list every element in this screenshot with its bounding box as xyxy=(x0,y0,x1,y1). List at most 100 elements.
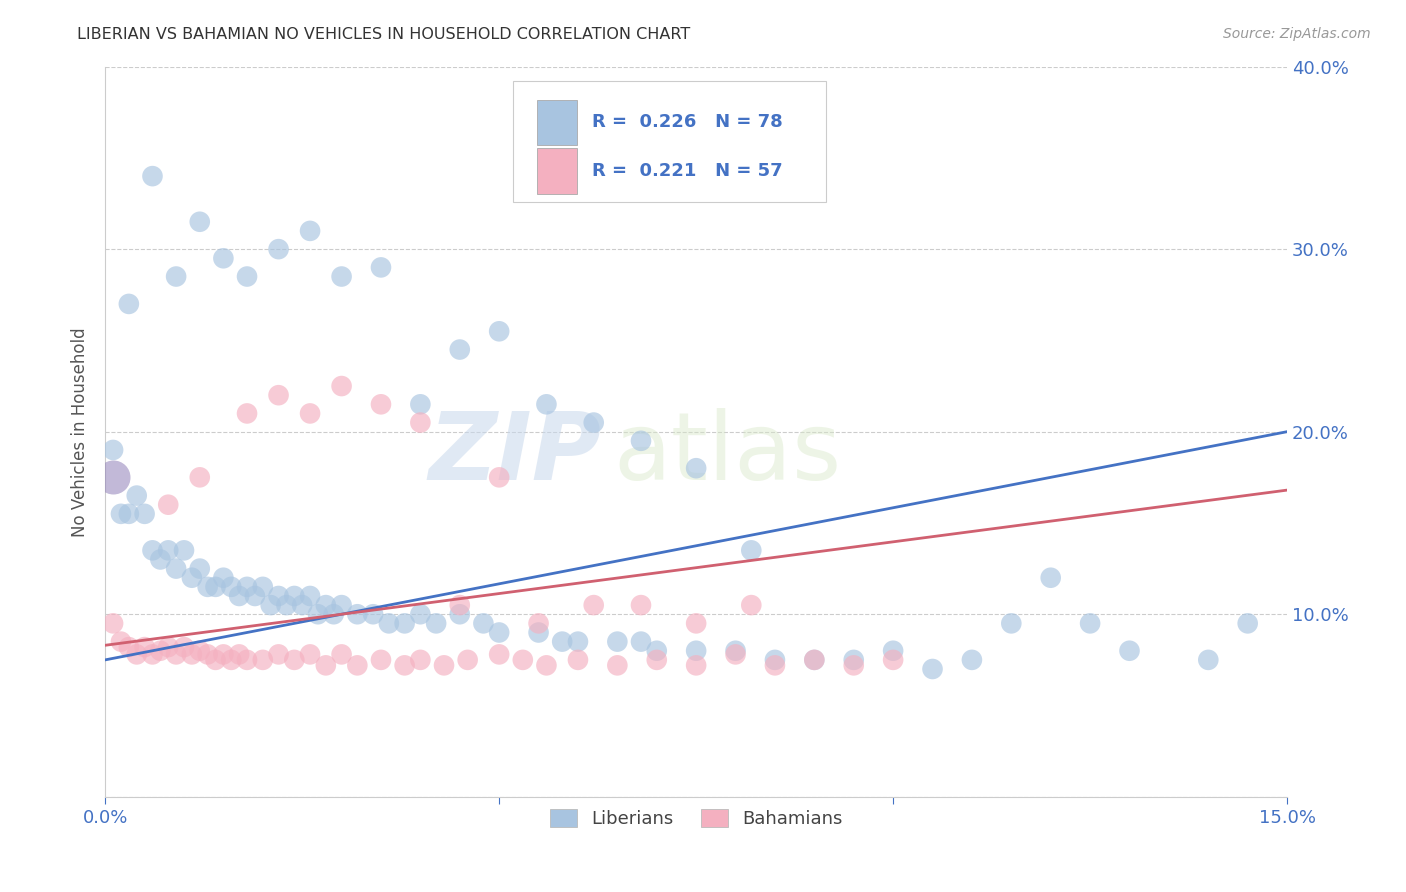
Point xyxy=(118,640,141,654)
Point xyxy=(346,607,368,622)
Point xyxy=(740,598,762,612)
Point xyxy=(315,598,337,612)
Point xyxy=(1197,653,1219,667)
Point xyxy=(409,416,432,430)
Point xyxy=(567,653,589,667)
Point xyxy=(630,598,652,612)
Point xyxy=(101,442,124,457)
Point xyxy=(763,658,786,673)
Point xyxy=(228,589,250,603)
Point xyxy=(276,598,298,612)
Point xyxy=(110,507,132,521)
Point xyxy=(204,653,226,667)
Point xyxy=(299,406,322,420)
Point xyxy=(606,634,628,648)
Point xyxy=(299,224,322,238)
Point xyxy=(370,397,392,411)
Point xyxy=(149,552,172,566)
Point xyxy=(141,169,163,183)
Point xyxy=(1039,571,1062,585)
Text: LIBERIAN VS BAHAMIAN NO VEHICLES IN HOUSEHOLD CORRELATION CHART: LIBERIAN VS BAHAMIAN NO VEHICLES IN HOUS… xyxy=(77,27,690,42)
Point xyxy=(236,653,259,667)
Point xyxy=(527,625,550,640)
Point xyxy=(157,543,180,558)
Point xyxy=(330,269,353,284)
Point xyxy=(457,653,479,667)
Point xyxy=(260,598,283,612)
Point xyxy=(763,653,786,667)
Point xyxy=(101,616,124,631)
Point xyxy=(842,653,865,667)
Point xyxy=(252,580,274,594)
Point xyxy=(307,607,329,622)
Point xyxy=(141,543,163,558)
Point xyxy=(645,653,668,667)
Point xyxy=(149,644,172,658)
Point xyxy=(165,269,187,284)
Point xyxy=(204,580,226,594)
Point xyxy=(488,470,510,484)
Point xyxy=(582,416,605,430)
Point xyxy=(283,653,305,667)
Point xyxy=(536,658,558,673)
Text: Source: ZipAtlas.com: Source: ZipAtlas.com xyxy=(1223,27,1371,41)
Point xyxy=(724,648,747,662)
Point xyxy=(361,607,384,622)
Point xyxy=(567,634,589,648)
Point xyxy=(118,297,141,311)
Point xyxy=(212,648,235,662)
Point xyxy=(472,616,495,631)
Point xyxy=(267,648,290,662)
Point xyxy=(536,397,558,411)
Point xyxy=(165,561,187,575)
Point xyxy=(409,397,432,411)
Point xyxy=(188,215,211,229)
Text: R =  0.226   N = 78: R = 0.226 N = 78 xyxy=(592,113,783,131)
Point xyxy=(180,571,202,585)
Y-axis label: No Vehicles in Household: No Vehicles in Household xyxy=(72,326,89,536)
Point xyxy=(330,598,353,612)
Point xyxy=(630,634,652,648)
Point xyxy=(740,543,762,558)
Point xyxy=(252,653,274,667)
Point xyxy=(803,653,825,667)
Point xyxy=(299,648,322,662)
Point xyxy=(188,470,211,484)
Point xyxy=(512,653,534,667)
Point xyxy=(449,598,471,612)
Point xyxy=(645,644,668,658)
FancyBboxPatch shape xyxy=(537,148,576,194)
Point xyxy=(370,653,392,667)
Point xyxy=(1000,616,1022,631)
Point xyxy=(165,648,187,662)
Point xyxy=(882,653,904,667)
Point xyxy=(299,589,322,603)
Point xyxy=(212,571,235,585)
Point xyxy=(330,379,353,393)
Point xyxy=(449,343,471,357)
Point xyxy=(125,648,148,662)
Point xyxy=(212,252,235,266)
Point xyxy=(551,634,574,648)
FancyBboxPatch shape xyxy=(513,81,827,202)
Point xyxy=(243,589,266,603)
Point xyxy=(134,507,156,521)
Point xyxy=(141,648,163,662)
Point xyxy=(378,616,401,631)
Point xyxy=(188,644,211,658)
Point xyxy=(219,653,242,667)
Point xyxy=(425,616,447,631)
Point xyxy=(488,648,510,662)
Point xyxy=(291,598,314,612)
Point xyxy=(1236,616,1258,631)
Text: ZIP: ZIP xyxy=(429,408,602,500)
Point xyxy=(267,388,290,402)
Point xyxy=(394,616,416,631)
Point xyxy=(188,561,211,575)
Point xyxy=(197,580,219,594)
Point xyxy=(283,589,305,603)
Point xyxy=(724,644,747,658)
Point xyxy=(409,653,432,667)
Point xyxy=(803,653,825,667)
Point xyxy=(685,616,707,631)
